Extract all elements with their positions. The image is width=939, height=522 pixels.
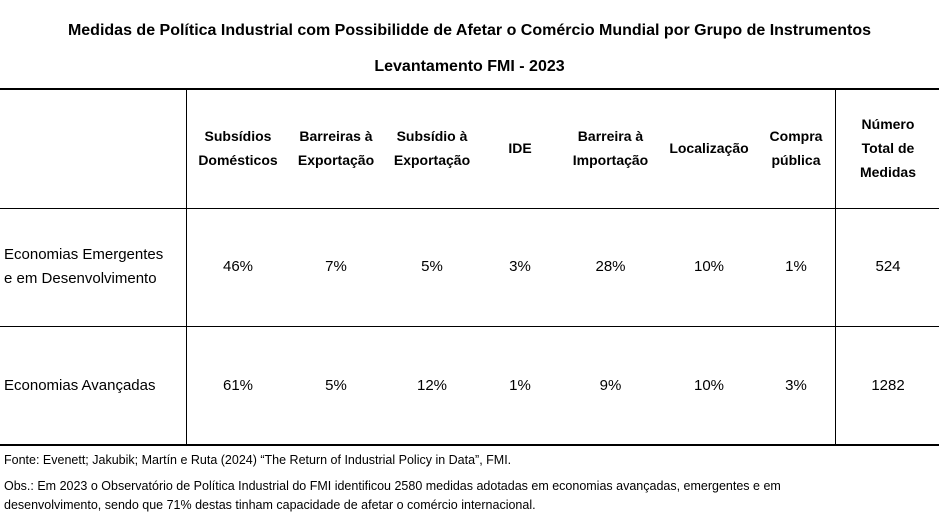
row-label-emergentes: Economias Emergentes e em Desenvolviment… xyxy=(4,246,164,287)
col-header-subsidios-domesticos: Subsídios Domésticos xyxy=(198,128,278,168)
total-column-divider xyxy=(835,88,836,445)
table-bottom-border xyxy=(0,444,939,446)
table-cell: 1% xyxy=(509,377,531,394)
table-cell: 61% xyxy=(222,377,254,394)
col-header-localizacao: Localização xyxy=(669,140,749,156)
col-header-numero-total: Número Total de Medidas xyxy=(859,116,916,180)
table-cell: 28% xyxy=(595,258,626,275)
table-cell: 5% xyxy=(325,377,347,394)
row-divider xyxy=(0,326,939,327)
col-header-ide: IDE xyxy=(508,140,532,156)
table-cell: 9% xyxy=(599,377,622,394)
table-cell: 3% xyxy=(785,377,807,394)
source-note: Fonte: Evenett; Jakubik; Martín e Ruta (… xyxy=(4,453,512,467)
label-column-divider xyxy=(186,88,187,445)
col-header-subsidio-exportacao: Subsídio à Exportação xyxy=(393,128,471,168)
table-cell: 5% xyxy=(421,258,443,275)
col-header-barreiras-exportacao: Barreiras à Exportação xyxy=(297,128,375,168)
table-cell: 46% xyxy=(222,258,254,275)
title-line-1: Medidas de Política Industrial com Possi… xyxy=(67,22,872,39)
table-cell: 7% xyxy=(325,258,347,275)
table-top-border xyxy=(0,88,939,90)
title-line-2: Levantamento FMI - 2023 xyxy=(374,58,565,75)
table-cell: 524 xyxy=(875,258,901,275)
obs-note-line-2: desenvolvimento, sendo que 71% destas ti… xyxy=(4,498,536,512)
table-cell: 1282 xyxy=(871,377,905,394)
table-cell: 3% xyxy=(509,258,531,275)
header-divider xyxy=(0,208,939,209)
obs-note-line-1: Obs.: Em 2023 o Observatório de Política… xyxy=(4,479,781,493)
row-label-avancadas: Economias Avançadas xyxy=(4,377,156,394)
col-header-barreira-importacao: Barreira à Importação xyxy=(572,128,649,168)
table-cell: 10% xyxy=(693,377,725,394)
table-cell: 1% xyxy=(785,258,807,275)
table-cell: 10% xyxy=(693,258,725,275)
table-cell: 12% xyxy=(416,377,448,394)
col-header-compra-publica: Compra pública xyxy=(769,128,823,168)
